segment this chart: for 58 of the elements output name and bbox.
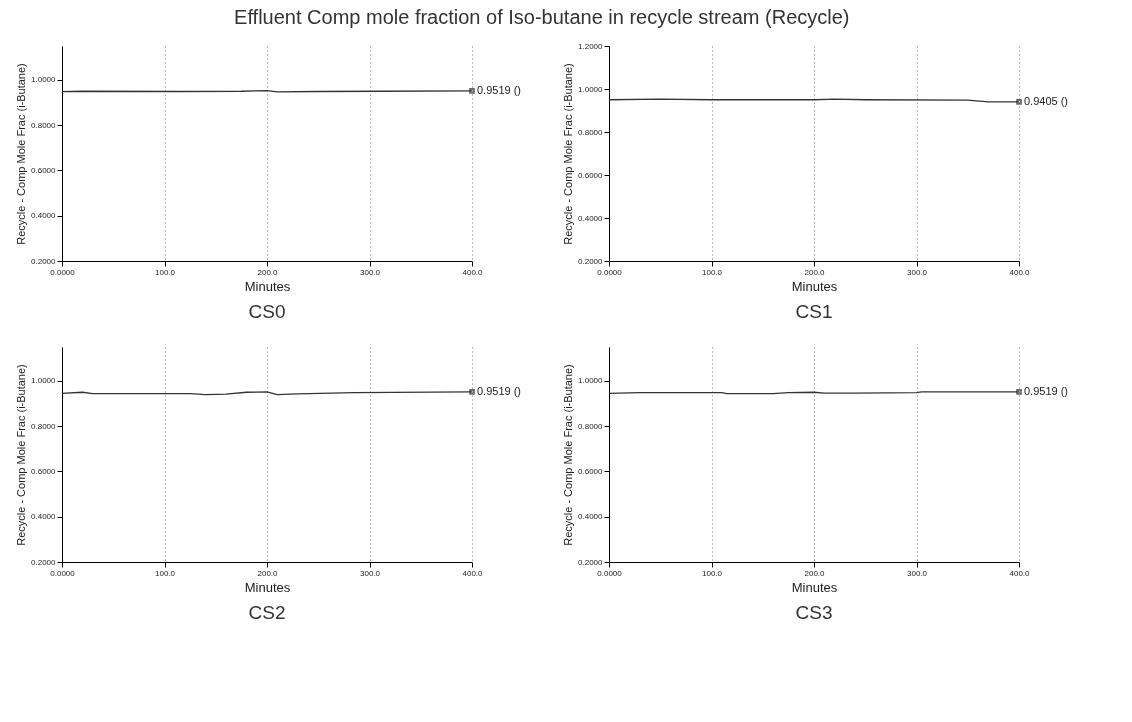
y-tick-label: 0.6000 bbox=[31, 466, 57, 476]
y-axis-title: Recycle - Comp Mole Frac (i-Butane) bbox=[562, 364, 575, 546]
data-label: 0.9519 () bbox=[477, 384, 522, 397]
x-tick-label: 300.0 bbox=[906, 568, 928, 578]
x-tick-label: 300.0 bbox=[906, 267, 928, 277]
y-axis-title: Recycle - Comp Mole Frac (i-Butane) bbox=[15, 364, 28, 546]
x-tick-label: 200.0 bbox=[804, 568, 826, 578]
y-tick-label: 0.4000 bbox=[31, 512, 57, 522]
x-tick-label: 100.0 bbox=[701, 267, 723, 277]
y-tick-label: 0.4000 bbox=[578, 213, 604, 223]
text: CS1 bbox=[795, 301, 833, 322]
y-tick-label: 0.6000 bbox=[578, 170, 604, 180]
y-tick-label: 0.8000 bbox=[578, 421, 604, 431]
x-axis-title: Minutes bbox=[244, 278, 291, 294]
y-tick-label: 1.0000 bbox=[31, 376, 57, 386]
x-tick-label: 400.0 bbox=[462, 568, 484, 578]
x-tick-label: 0.0000 bbox=[50, 568, 76, 578]
x-tick-label: 400.0 bbox=[1009, 568, 1031, 578]
y-tick-label: 0.8000 bbox=[31, 120, 57, 130]
y-tick-label: 0.2000 bbox=[31, 557, 57, 567]
x-tick-label: 0.0000 bbox=[50, 267, 76, 277]
y-tick-label: 0.8000 bbox=[578, 127, 604, 137]
y-tick-label: 1.2000 bbox=[578, 41, 604, 51]
y-tick-label: 0.2000 bbox=[578, 256, 604, 266]
y-tick-label: 0.4000 bbox=[578, 512, 604, 522]
y-axis-title: Recycle - Comp Mole Frac (i-Butane) bbox=[562, 63, 575, 245]
text: CS3 bbox=[795, 602, 833, 623]
x-tick-label: 0.0000 bbox=[597, 267, 623, 277]
y-tick-label: 0.8000 bbox=[31, 421, 57, 431]
text: Effluent Comp mole fraction of Iso-butane in recycle stream (Recycle) bbox=[234, 6, 850, 28]
x-axis-title: Minutes bbox=[244, 579, 291, 595]
x-tick-label: 0.0000 bbox=[597, 568, 623, 578]
y-tick-label: 1.0000 bbox=[578, 84, 604, 94]
text: CS2 bbox=[248, 602, 286, 623]
x-axis-title: Minutes bbox=[791, 579, 838, 595]
y-tick-label: 1.0000 bbox=[578, 376, 604, 386]
y-tick-label: 0.2000 bbox=[31, 256, 57, 266]
data-label: 0.9519 () bbox=[1024, 384, 1069, 397]
x-tick-label: 200.0 bbox=[804, 267, 826, 277]
y-axis-title: Recycle - Comp Mole Frac (i-Butane) bbox=[15, 63, 28, 245]
y-tick-label: 0.2000 bbox=[578, 557, 604, 567]
x-tick-label: 400.0 bbox=[462, 267, 484, 277]
y-tick-label: 0.6000 bbox=[31, 165, 57, 175]
x-tick-label: 300.0 bbox=[359, 568, 381, 578]
x-tick-label: 100.0 bbox=[701, 568, 723, 578]
y-tick-label: 0.6000 bbox=[578, 466, 604, 476]
data-label: 0.9405 () bbox=[1024, 94, 1069, 107]
x-tick-label: 400.0 bbox=[1009, 267, 1031, 277]
y-tick-label: 1.0000 bbox=[31, 75, 57, 85]
data-label: 0.9519 () bbox=[477, 83, 522, 96]
x-tick-label: 300.0 bbox=[359, 267, 381, 277]
text: CS0 bbox=[248, 301, 286, 322]
x-axis-title: Minutes bbox=[791, 278, 838, 294]
y-tick-label: 0.4000 bbox=[31, 211, 57, 221]
x-tick-label: 100.0 bbox=[154, 267, 176, 277]
x-tick-label: 200.0 bbox=[257, 568, 279, 578]
x-tick-label: 200.0 bbox=[257, 267, 279, 277]
x-tick-label: 100.0 bbox=[154, 568, 176, 578]
